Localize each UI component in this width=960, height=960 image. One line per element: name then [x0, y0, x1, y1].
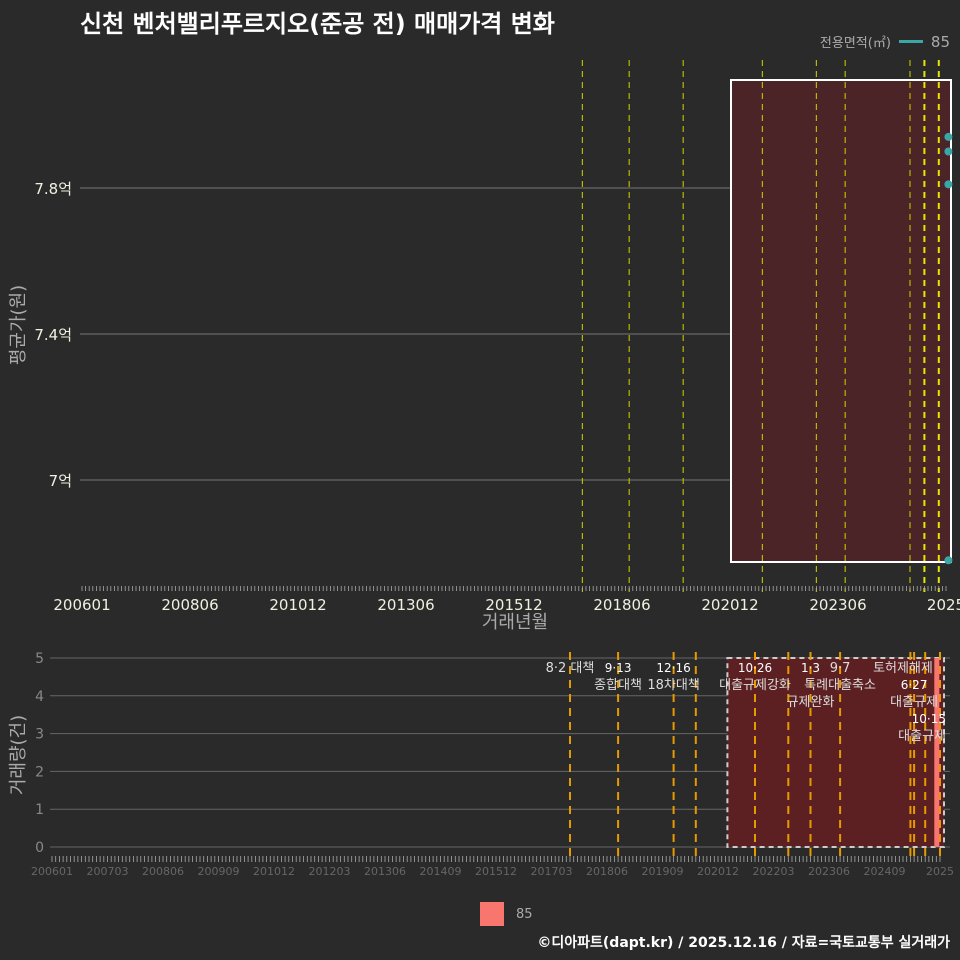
- highlight-period: [730, 79, 952, 563]
- event-annotation: 규제완화: [787, 695, 835, 710]
- y-axis-title: 평균가(원): [8, 285, 29, 365]
- x-tick-label: 201909: [642, 865, 684, 878]
- x-tick-label: 202409: [864, 865, 906, 878]
- bottom-legend-item: 85: [516, 906, 533, 922]
- x-axis-title: 거래년월: [482, 612, 548, 633]
- legend-bar-swatch: [480, 902, 504, 926]
- x-tick-label: 200703: [87, 865, 129, 878]
- credit: ©디아파트(dapt.kr) / 2025.12.16 / 자료=국토교통부 실…: [537, 935, 950, 951]
- x-tick-label: 202306: [808, 865, 850, 878]
- x-tick-label: 201703: [531, 865, 573, 878]
- data-point: [944, 147, 953, 156]
- legend-line-swatch: [898, 40, 923, 43]
- x-tick-label: 202203: [753, 865, 795, 878]
- x-tick-label: 201306: [364, 865, 406, 878]
- event-annotation: 8·2 대책: [546, 661, 595, 676]
- legend: 전용면적(㎡) 85: [819, 32, 950, 52]
- x-tick-label: 200601: [31, 865, 73, 878]
- event-annotation: 종합대책: [594, 678, 642, 693]
- event-annotation: 1·3: [801, 661, 820, 675]
- x-tick-label: 200601: [53, 596, 110, 614]
- data-point: [944, 180, 953, 189]
- x-tick-label: 201806: [593, 596, 650, 614]
- y-tick-label: 7억: [49, 472, 72, 490]
- x-tick-label: 201806: [586, 865, 628, 878]
- x-tick-label: 201012: [269, 596, 326, 614]
- event-annotation: 대출규제: [898, 729, 946, 744]
- highlight-period: [726, 657, 946, 848]
- event-annotation: 10·26: [738, 661, 772, 675]
- event-annotation: 토허제해제: [873, 661, 933, 676]
- y-tick-label: 7.4억: [34, 326, 72, 344]
- legend-item: 85: [930, 32, 950, 51]
- x-tick-label: 201306: [377, 596, 434, 614]
- y-tick-label: 3: [35, 727, 44, 743]
- event-annotation: 12·16: [656, 661, 690, 675]
- event-annotation: 대출규제: [890, 695, 938, 710]
- data-point: [944, 132, 953, 141]
- x-tick-label: 202306: [809, 596, 866, 614]
- x-tick-label: 2025: [926, 865, 954, 878]
- x-tick-label: 201512: [485, 596, 542, 614]
- chart-title: 신천 벤처밸리푸르지오(준공 전) 매매가격 변화: [80, 10, 555, 38]
- y-axis-title: 거래량(건): [8, 715, 29, 795]
- x-tick-label: 200909: [198, 865, 240, 878]
- y-tick-label: 7.8억: [34, 180, 72, 198]
- x-tick-label: 201203: [309, 865, 351, 878]
- bar: [934, 658, 940, 847]
- x-tick-label: 2025: [927, 596, 960, 614]
- event-annotation: 9·7: [830, 661, 851, 676]
- event-annotation: 9·13: [605, 661, 632, 675]
- x-tick-label: 201512: [475, 865, 517, 878]
- x-tick-label: 202012: [697, 865, 739, 878]
- legend-title: 전용면적(㎡): [819, 36, 891, 51]
- y-tick-label: 4: [35, 689, 44, 705]
- x-tick-label: 200806: [161, 596, 218, 614]
- x-tick-label: 200806: [142, 865, 184, 878]
- bottom-legend: 85: [480, 902, 533, 926]
- event-annotation: 특례대출축소: [804, 678, 876, 693]
- y-tick-label: 0: [35, 840, 44, 856]
- x-tick-label: 201012: [253, 865, 295, 878]
- event-annotation: 대출규제강화: [719, 678, 791, 693]
- x-tick-label: 202012: [701, 596, 758, 614]
- event-annotation: 10·15: [912, 712, 946, 726]
- event-annotation: 18차대책: [647, 678, 699, 693]
- y-tick-label: 1: [35, 802, 44, 818]
- y-tick-label: 2: [35, 764, 44, 780]
- event-annotation: 6·27: [901, 678, 928, 692]
- data-point: [944, 556, 953, 565]
- y-tick-label: 5: [35, 651, 44, 667]
- x-tick-label: 201409: [420, 865, 462, 878]
